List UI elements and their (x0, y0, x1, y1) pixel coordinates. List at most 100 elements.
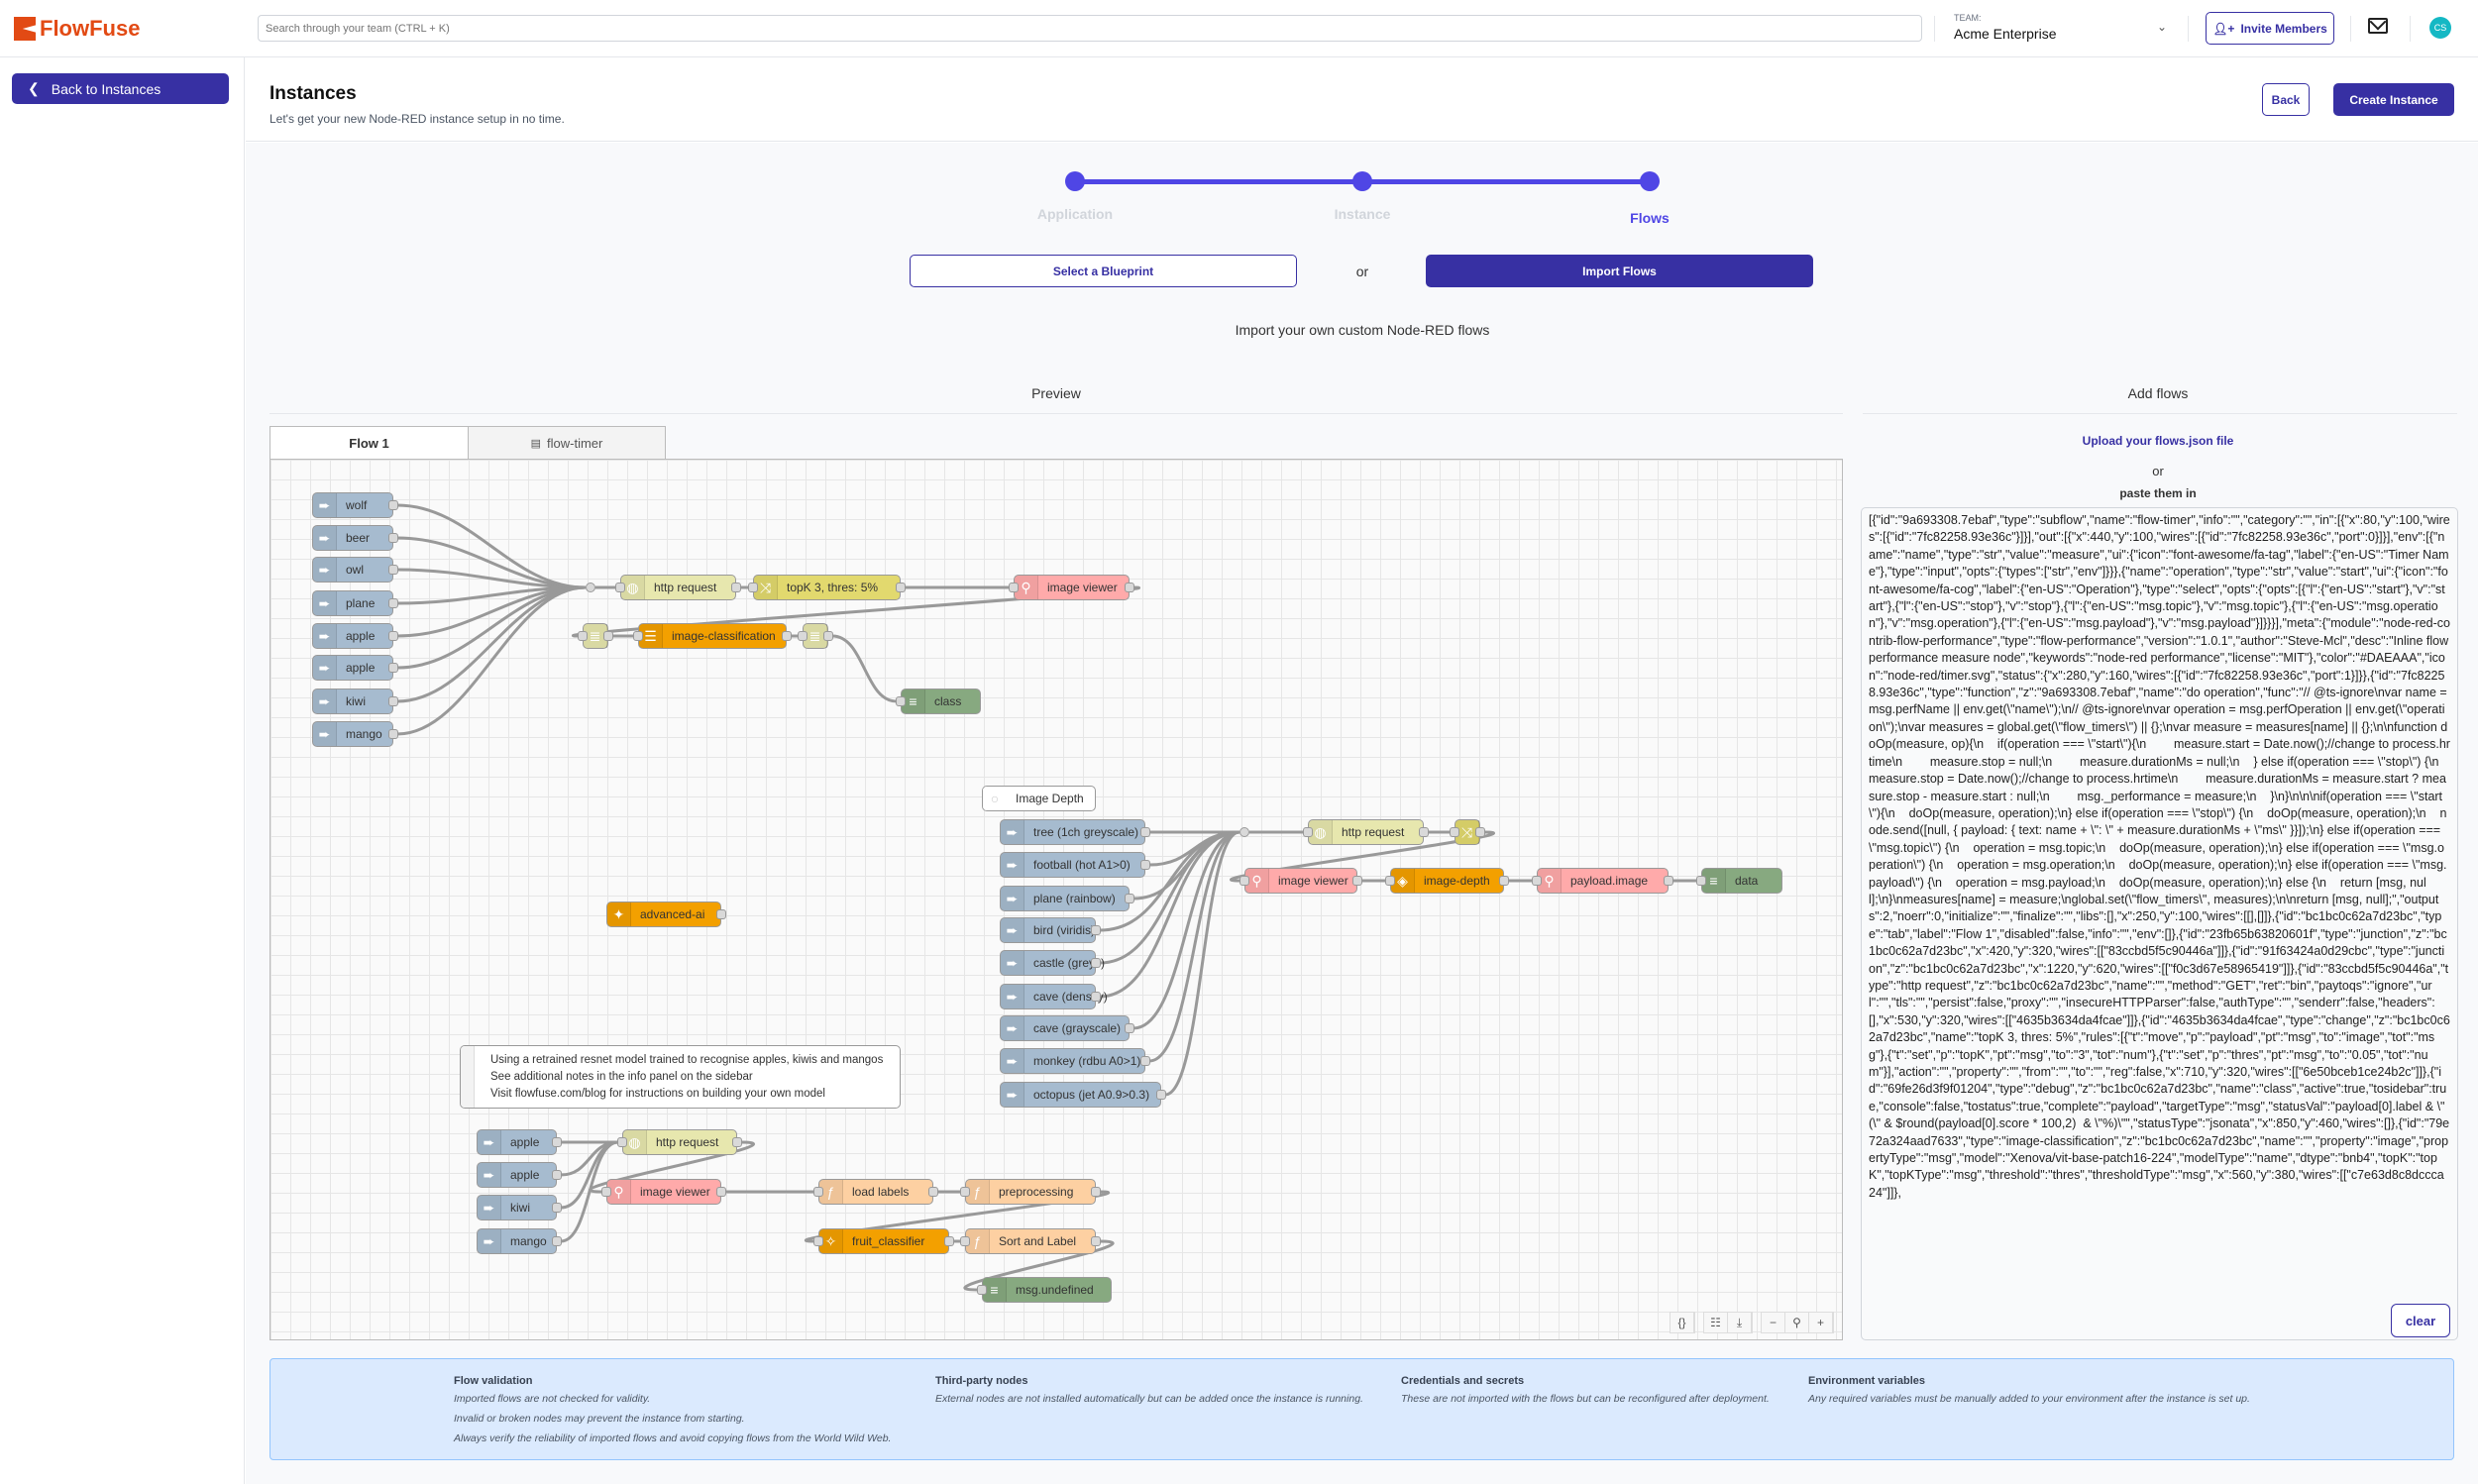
create-instance-button[interactable]: Create Instance (2333, 83, 2454, 116)
flow-node-load-labels[interactable]: ƒ load labels (813, 1179, 938, 1205)
flows-json-textarea[interactable]: [{"id":"9a693308.7ebaf","type":"subflow"… (1861, 507, 2458, 1340)
flow-node-msg-undefined[interactable]: ≡ msg.undefined (977, 1277, 1112, 1303)
output-port[interactable] (1419, 827, 1429, 837)
flow-node-football-hot-a1-0[interactable]: ➨ football (hot A1>0) (1000, 852, 1150, 878)
output-port[interactable] (823, 631, 833, 641)
output-port[interactable] (388, 565, 398, 575)
flow-canvas[interactable]: ➨ wolf ➨ beer ➨ owl ➨ plane ➨ apple ➨ apple ➨ kiwi ➨ ma… (269, 459, 1843, 1340)
flow-node-cave-density[interactable]: ➨ cave (density) (1000, 984, 1108, 1009)
junction-node[interactable] (586, 583, 595, 592)
tab-flow-1[interactable]: Flow 1 (269, 426, 469, 460)
output-port[interactable] (388, 663, 398, 673)
upload-flows-link[interactable]: Upload your flows.json file (2082, 434, 2234, 448)
flow-node-cave-grayscale[interactable]: ➨ cave (grayscale) (1000, 1015, 1134, 1041)
flowfuse-logo[interactable]: FlowFuse (14, 16, 140, 42)
flow-node-payload-image[interactable]: ⚲ payload.image (1532, 868, 1673, 894)
wire[interactable] (1230, 830, 1495, 883)
comment-node-image-depth[interactable]: ○ Image Depth (982, 786, 1096, 811)
input-port[interactable] (896, 696, 906, 706)
tab-flow-timer[interactable]: ▤ flow-timer (468, 426, 666, 460)
input-port[interactable] (1450, 827, 1459, 837)
output-port[interactable] (896, 583, 906, 592)
flow-node-owl[interactable]: ➨ owl (312, 557, 398, 583)
output-port[interactable] (1475, 827, 1485, 837)
output-port[interactable] (388, 696, 398, 706)
clipboard-icon[interactable]: ☷ (1704, 1313, 1728, 1332)
flow-node-class[interactable]: ≡ class (896, 689, 981, 714)
flow-node-http-request[interactable]: ◍ http request (617, 1129, 742, 1155)
mail-icon[interactable] (2368, 18, 2388, 34)
wire[interactable] (560, 1140, 619, 1243)
wire[interactable] (396, 585, 587, 670)
wire[interactable] (804, 1190, 1111, 1243)
input-port[interactable] (960, 1187, 970, 1197)
wire[interactable] (589, 1140, 755, 1194)
wire[interactable] (396, 585, 587, 736)
team-search-input[interactable] (258, 15, 1922, 42)
output-port[interactable] (603, 631, 613, 641)
wire[interactable] (1099, 830, 1240, 999)
input-port[interactable] (1385, 876, 1395, 886)
zoom-reset-icon[interactable]: ⚲ (1785, 1313, 1809, 1332)
output-port[interactable] (731, 583, 741, 592)
input-port[interactable] (633, 631, 643, 641)
output-port[interactable] (552, 1137, 562, 1147)
output-port[interactable] (1125, 1023, 1134, 1033)
input-port[interactable] (960, 1236, 970, 1246)
clear-button[interactable]: clear (2391, 1304, 2450, 1337)
flow-node-plane-rainbow[interactable]: ➨ plane (rainbow) (1000, 886, 1134, 911)
wire[interactable] (396, 503, 587, 589)
wire[interactable] (1132, 830, 1240, 1030)
flow-node-http-request[interactable]: ◍ http request (1303, 819, 1429, 845)
braces-icon[interactable]: {} (1670, 1313, 1694, 1332)
flow-node-http-request[interactable]: ◍ http request (615, 575, 741, 600)
input-port[interactable] (601, 1187, 611, 1197)
output-port[interactable] (1664, 876, 1673, 886)
flow-node-advanced-ai[interactable]: ✦ advanced-ai (606, 901, 726, 927)
wire[interactable] (831, 634, 898, 703)
select-blueprint-button[interactable]: Select a Blueprint (910, 255, 1297, 287)
comment-node-notes[interactable]: Using a retrained resnet model trained t… (460, 1045, 901, 1109)
wire[interactable] (1148, 830, 1240, 1063)
flow-node-json[interactable]: ≣ (798, 623, 833, 649)
invite-members-button[interactable]: 👤︎+ Invite Members (2206, 12, 2334, 45)
input-port[interactable] (615, 583, 625, 592)
flow-node-image-viewer[interactable]: ⚲ image viewer (1239, 868, 1362, 894)
flow-node-mango[interactable]: ➨ mango (477, 1228, 562, 1254)
zoom-in-icon[interactable]: + (1809, 1313, 1833, 1332)
output-port[interactable] (1140, 1056, 1150, 1066)
flow-node-topk-3-thres-5[interactable]: ⤨ topK 3, thres: 5% (748, 575, 906, 600)
flow-node-bird-viridis[interactable]: ➨ bird (viridis) (1000, 917, 1101, 943)
output-port[interactable] (388, 631, 398, 641)
wire[interactable] (963, 1239, 1115, 1292)
output-port[interactable] (1091, 1236, 1101, 1246)
output-port[interactable] (1091, 958, 1101, 968)
output-port[interactable] (732, 1137, 742, 1147)
flow-node-image-depth[interactable]: ◈ image-depth (1385, 868, 1509, 894)
output-port[interactable] (1125, 894, 1134, 903)
flow-node-wolf[interactable]: ➨ wolf (312, 492, 398, 518)
output-port[interactable] (552, 1236, 562, 1246)
output-port[interactable] (928, 1187, 938, 1197)
output-port[interactable] (1091, 925, 1101, 935)
flow-node-sort-and-label[interactable]: ƒ Sort and Label (960, 1228, 1101, 1254)
input-port[interactable] (1696, 876, 1706, 886)
wire[interactable] (396, 585, 587, 703)
chevron-down-icon[interactable]: ⌄ (2157, 20, 2168, 34)
flow-node-change[interactable]: ⤨ (1450, 819, 1485, 845)
input-port[interactable] (1239, 876, 1249, 886)
flow-node-apple[interactable]: ➨ apple (477, 1129, 562, 1155)
output-port[interactable] (1499, 876, 1509, 886)
output-port[interactable] (1156, 1090, 1166, 1100)
flow-node-plane[interactable]: ➨ plane (312, 590, 398, 616)
flow-node-image-viewer[interactable]: ⚲ image viewer (601, 1179, 726, 1205)
input-port[interactable] (748, 583, 758, 592)
flow-node-tree-1ch-greyscale[interactable]: ➨ tree (1ch greyscale) (1000, 819, 1150, 845)
back-to-instances-button[interactable]: ❮ Back to Instances (12, 73, 229, 104)
input-port[interactable] (977, 1285, 987, 1295)
output-port[interactable] (1140, 860, 1150, 870)
flow-node-preprocessing[interactable]: ƒ preprocessing (960, 1179, 1101, 1205)
wire[interactable] (1164, 830, 1240, 1097)
output-port[interactable] (944, 1236, 954, 1246)
flow-node-kiwi[interactable]: ➨ kiwi (312, 689, 398, 714)
